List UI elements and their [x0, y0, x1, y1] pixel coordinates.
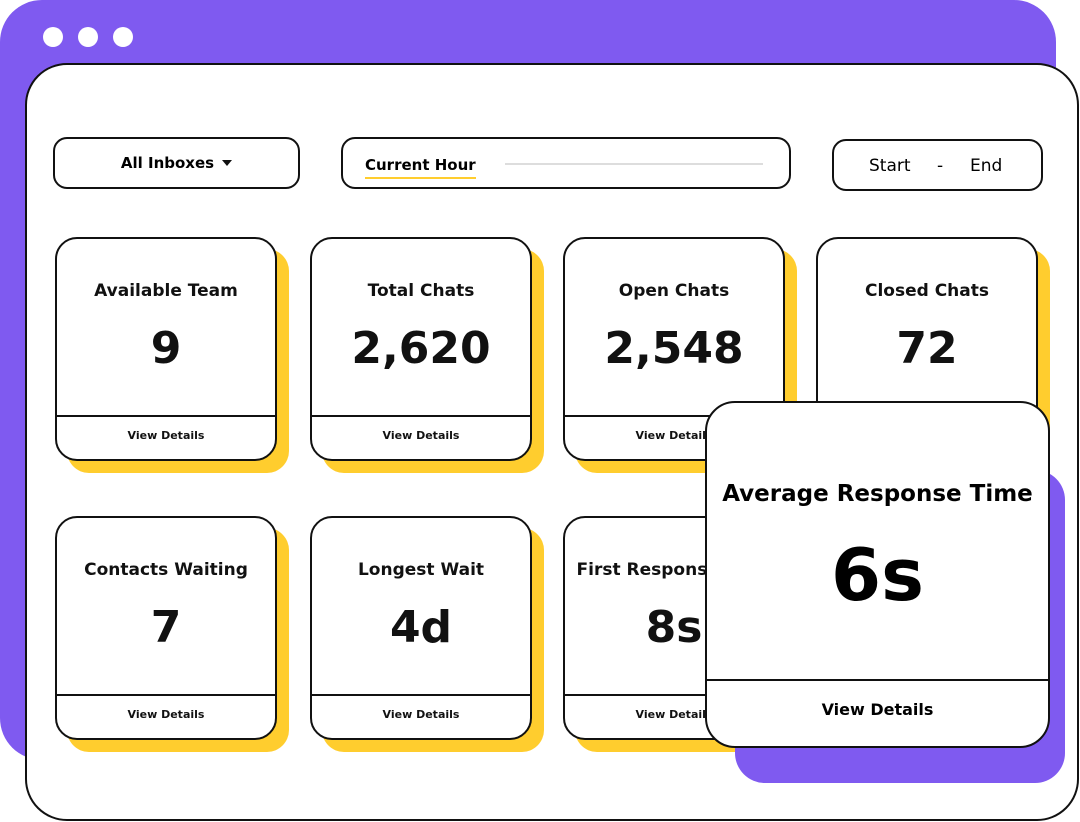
divider [57, 694, 275, 696]
divider [565, 415, 783, 417]
inbox-label: All Inboxes [120, 154, 215, 172]
card-value: 2,548 [604, 323, 744, 374]
card-link[interactable]: View Details [635, 708, 713, 721]
inbox-select[interactable]: All Inboxes [53, 137, 300, 189]
stat-card: Longest Wait 4d View Details [310, 516, 532, 740]
window-dot [43, 27, 63, 47]
card-title: Available Team [94, 281, 238, 301]
card-link[interactable]: View Details [382, 708, 460, 721]
divider [57, 415, 275, 417]
card-title: Open Chats [618, 281, 730, 301]
window-dot [113, 27, 133, 47]
featured-value: 6s [831, 533, 924, 617]
stat-card: Total Chats 2,620 View Details [310, 237, 532, 461]
card-title: Closed Chats [864, 281, 989, 301]
dropdown-arrow [222, 160, 233, 166]
date-start: Start [869, 156, 911, 176]
stat-card: Available Team 9 View Details [55, 237, 277, 461]
divider [312, 694, 530, 696]
divider [565, 694, 783, 696]
card-value: 7 [150, 602, 182, 653]
card-link[interactable]: View Details [382, 429, 460, 442]
time-tabs: Current Hour [341, 137, 791, 189]
divider [312, 415, 530, 417]
stat-card: Contacts Waiting 7 View Details [55, 516, 277, 740]
card-link[interactable]: View Details [635, 429, 713, 442]
date-range[interactable]: Start - End [832, 139, 1043, 191]
card-title: Longest Wait [357, 560, 485, 580]
featured-title: Average Response Time [722, 481, 1033, 507]
window-dot [78, 27, 98, 47]
card-value: 8s [645, 602, 703, 653]
card-title: Contacts Waiting [84, 560, 248, 580]
card-value: 4d [389, 602, 453, 653]
featured-link[interactable]: View Details [821, 700, 934, 719]
card-link[interactable]: View Details [127, 429, 205, 442]
tab[interactable]: Current Hour [365, 156, 476, 179]
card-link[interactable]: View Details [127, 708, 205, 721]
card-title: Total Chats [367, 281, 475, 301]
card-value: 72 [896, 323, 958, 374]
date-end: End [970, 156, 1003, 176]
tab-track [505, 163, 763, 165]
card-value: 2,620 [351, 323, 491, 374]
featured-card: Average Response Time 6s View Details [705, 401, 1050, 748]
divider [707, 679, 1048, 681]
date-separator: - [937, 156, 944, 176]
card-value: 9 [150, 323, 182, 374]
